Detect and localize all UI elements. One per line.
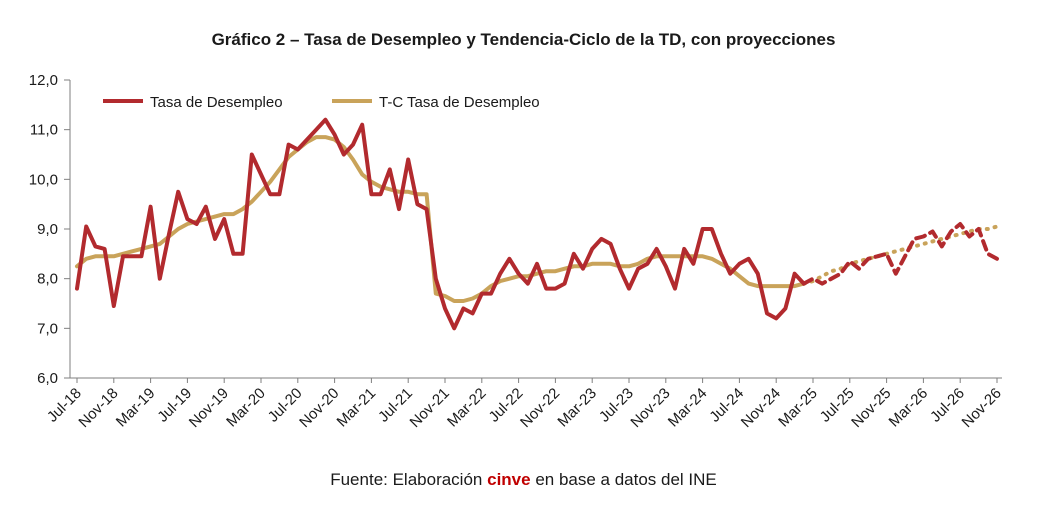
x-tick-label: Nov-21 bbox=[407, 385, 453, 431]
x-tick-label: Nov-22 bbox=[517, 385, 563, 431]
y-tick-label: 7,0 bbox=[37, 320, 58, 337]
x-tick-label: Mar-24 bbox=[665, 385, 711, 431]
x-tick-label: Nov-26 bbox=[959, 385, 1005, 431]
legend-label-series-2: T-C Tasa de Desempleo bbox=[379, 94, 540, 111]
series-layer bbox=[75, 117, 999, 331]
x-tick-label: Mar-20 bbox=[223, 385, 269, 431]
unemployment-rate-line bbox=[75, 117, 806, 331]
source-brand: cinve bbox=[487, 470, 531, 489]
y-tick-label: 6,0 bbox=[37, 370, 58, 387]
x-tick-label: Nov-20 bbox=[296, 385, 342, 431]
x-tick-label: Mar-22 bbox=[444, 385, 490, 431]
x-tick-label: Nov-19 bbox=[186, 385, 232, 431]
y-tick-label: 12,0 bbox=[29, 72, 58, 89]
y-tick-label: 9,0 bbox=[37, 221, 58, 238]
y-tick-label: 10,0 bbox=[29, 171, 58, 188]
x-tick-label: Mar-19 bbox=[113, 385, 159, 431]
x-tick-label: Mar-21 bbox=[334, 385, 380, 431]
y-tick-label: 8,0 bbox=[37, 271, 58, 288]
unemployment-rate-projection-line bbox=[801, 222, 999, 286]
y-tick-label: 11,0 bbox=[30, 122, 58, 139]
x-tick-label: Nov-23 bbox=[627, 385, 673, 431]
x-tick-label: Mar-26 bbox=[886, 385, 932, 431]
legend: Tasa de Desempleo T-C Tasa de Desempleo bbox=[103, 94, 540, 111]
axes: 6,07,08,09,010,011,012,0Jul-18Nov-18Mar-… bbox=[29, 72, 1005, 431]
x-tick-label: Nov-18 bbox=[75, 385, 121, 431]
source-suffix: en base a datos del INE bbox=[530, 470, 717, 489]
source-prefix: Fuente: Elaboración bbox=[330, 470, 488, 489]
x-tick-label: Mar-23 bbox=[554, 385, 600, 431]
x-tick-label: Nov-24 bbox=[738, 385, 784, 431]
legend-label-series-1: Tasa de Desempleo bbox=[150, 94, 283, 111]
source-note: Fuente: Elaboración cinve en base a dato… bbox=[0, 470, 1047, 490]
x-tick-label: Nov-25 bbox=[848, 385, 894, 431]
x-tick-label: Mar-25 bbox=[775, 385, 821, 431]
chart-title: Gráfico 2 – Tasa de Desempleo y Tendenci… bbox=[211, 30, 836, 49]
